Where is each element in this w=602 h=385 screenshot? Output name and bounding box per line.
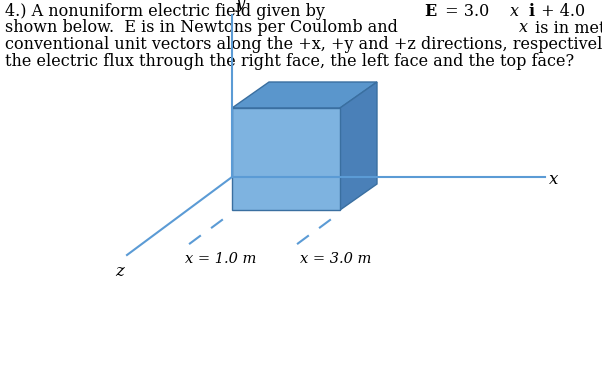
Text: x: x: [518, 20, 527, 37]
Text: z: z: [115, 263, 124, 280]
Text: x: x: [510, 3, 520, 20]
Text: 4.) A nonuniform electric field given by: 4.) A nonuniform electric field given by: [5, 3, 330, 20]
Text: i: i: [529, 3, 535, 20]
Text: x = 3.0 m: x = 3.0 m: [300, 251, 371, 266]
Polygon shape: [232, 82, 377, 108]
Text: x = 1.0 m: x = 1.0 m: [185, 251, 256, 266]
Text: = 3.0: = 3.0: [440, 3, 494, 20]
Text: is in metres, while: is in metres, while: [530, 20, 602, 37]
Text: x: x: [549, 171, 559, 187]
Text: the electric flux through the right face, the left face and the top face?: the electric flux through the right face…: [5, 52, 574, 70]
Text: E: E: [424, 3, 436, 20]
Text: y: y: [236, 0, 246, 12]
Text: shown below.  E is in Newtons per Coulomb and: shown below. E is in Newtons per Coulomb…: [5, 20, 403, 37]
Polygon shape: [340, 82, 377, 210]
Text: conventional unit vectors along the +x, +y and +z directions, respectively.   Wh: conventional unit vectors along the +x, …: [5, 36, 602, 53]
Text: + 4.0: + 4.0: [536, 3, 591, 20]
Polygon shape: [232, 108, 340, 210]
